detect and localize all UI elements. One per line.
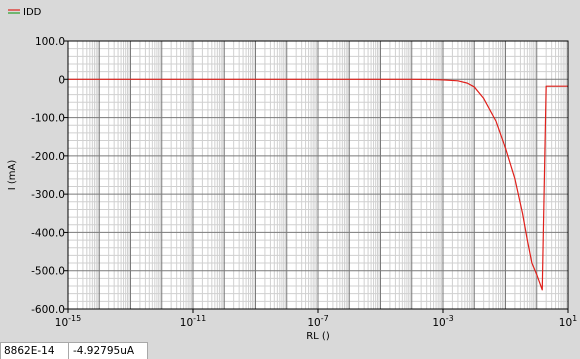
series-line-idd [68, 78, 568, 291]
y-tick-label: -500.0 [31, 266, 65, 278]
y-tick-label: 100.0 [35, 36, 65, 48]
x-tick-label: 10-3 [432, 314, 453, 329]
y-tick-label: -300.0 [31, 189, 65, 201]
x-tick-label: 10-7 [307, 314, 328, 329]
legend-label-idd: IDD [23, 7, 42, 18]
x-axis-title: RL () [306, 331, 330, 342]
x-tick-label: 10-11 [180, 314, 206, 329]
chart: 10-15 10-11 10-7 10-3 101 100.0 0 -100.0 -200.0… [7, 7, 577, 342]
y-tick-label: -600.0 [31, 304, 65, 316]
status-bar: 8862E-14 -4.92795uA [0, 342, 148, 359]
cursor-x-readout: 8862E-14 [0, 342, 69, 359]
y-tick-label: 0 [58, 74, 65, 86]
series-layer [68, 78, 568, 291]
y-axis: 100.0 0 -100.0 -200.0 -300.0 -400.0 -500.0 -600… [31, 36, 68, 316]
y-axis-title: I (mA) [7, 160, 18, 191]
cursor-y-readout: -4.92795uA [69, 342, 148, 359]
y-tick-label: -200.0 [31, 151, 65, 163]
x-axis: 10-15 10-11 10-7 10-3 101 [55, 309, 577, 329]
y-tick-label: -400.0 [31, 227, 65, 239]
x-tick-label: 101 [559, 314, 577, 329]
legend[interactable]: IDD [8, 7, 42, 18]
y-tick-label: -100.0 [31, 113, 65, 125]
x-tick-label: 10-15 [55, 314, 81, 329]
